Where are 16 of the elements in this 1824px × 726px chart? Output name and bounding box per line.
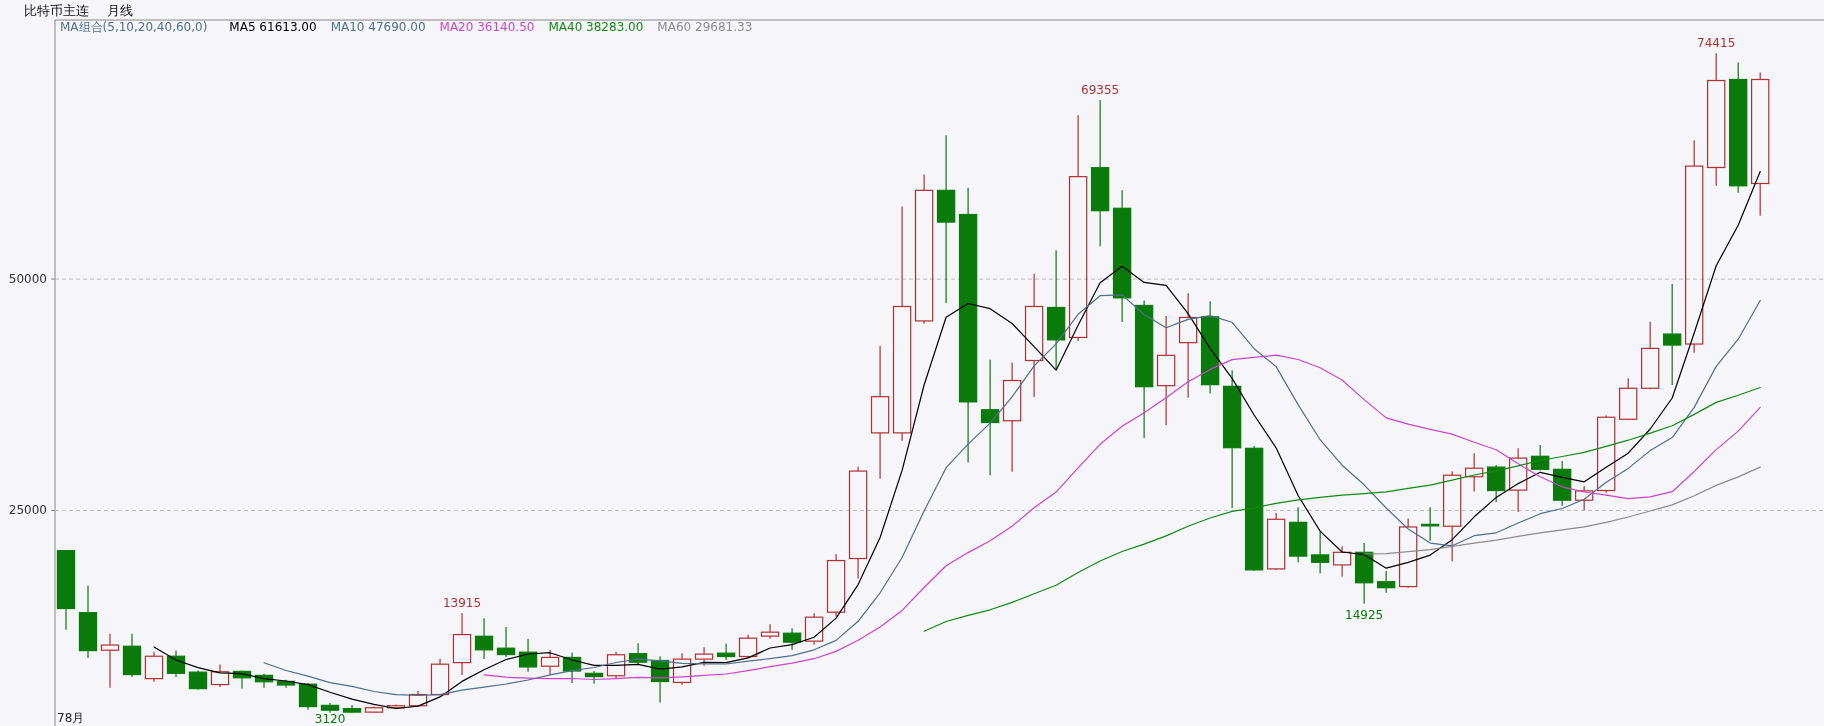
text: MA60 29681.33 [657, 20, 753, 34]
annotation: 69355 [1081, 82, 1120, 97]
y-tick-label: 50000 [8, 272, 47, 287]
annotation: 74415 [1697, 36, 1736, 51]
annotation: 13915 [442, 595, 482, 610]
annotation: 14925 [1345, 607, 1384, 622]
y-tick-label: 25000 [8, 503, 47, 518]
chart-subtitle: 月线 [107, 3, 133, 18]
text: MA5 61613.00 [229, 20, 317, 34]
annotation: 3120 [314, 712, 346, 726]
text: MA10 47690.00 [330, 20, 426, 34]
text: MA40 38283.00 [548, 20, 644, 34]
annotation: MA组合(5,10,20,40,60,0) [60, 20, 208, 34]
text: MA20 36140.50 [439, 20, 535, 34]
annotation: 78月 [57, 711, 85, 725]
chart-title: 比特币主连 [24, 3, 89, 18]
